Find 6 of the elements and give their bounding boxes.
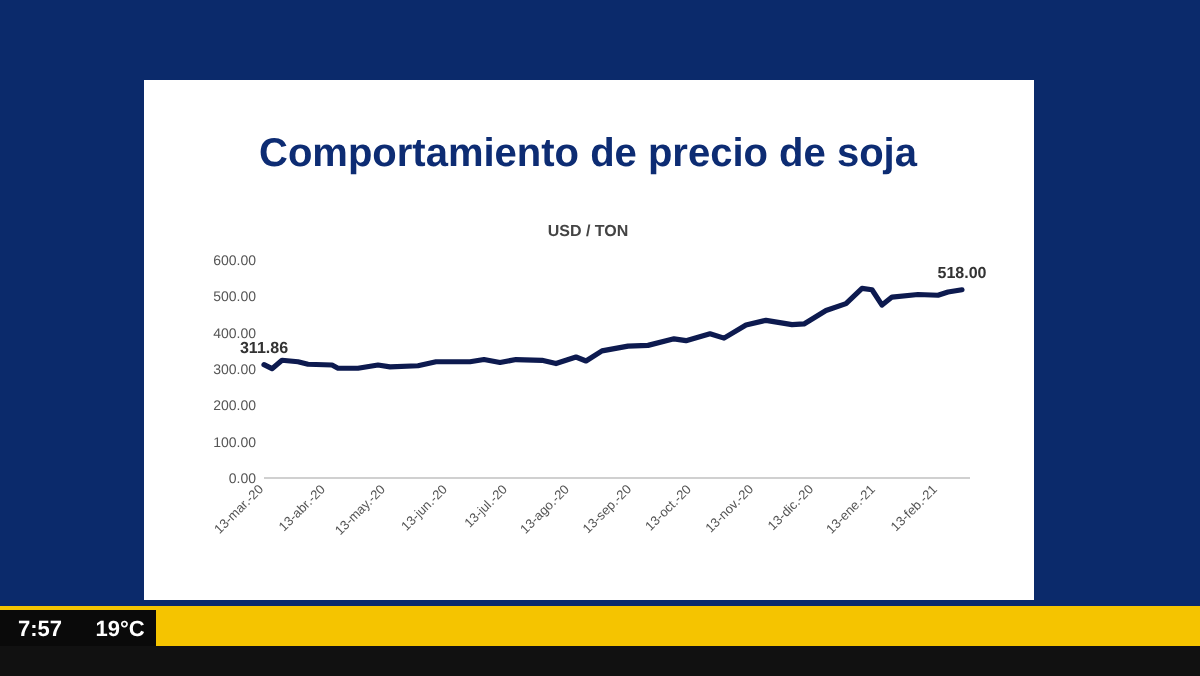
text: 19°C bbox=[95, 618, 145, 642]
data-label: 518.00 bbox=[937, 263, 988, 282]
data-label: 311.86 bbox=[239, 338, 290, 357]
chart-subtitle: USD / TON bbox=[547, 222, 629, 240]
text: 7:57 bbox=[17, 618, 63, 642]
chart-title: Comportamiento de precio de soja bbox=[259, 132, 919, 176]
